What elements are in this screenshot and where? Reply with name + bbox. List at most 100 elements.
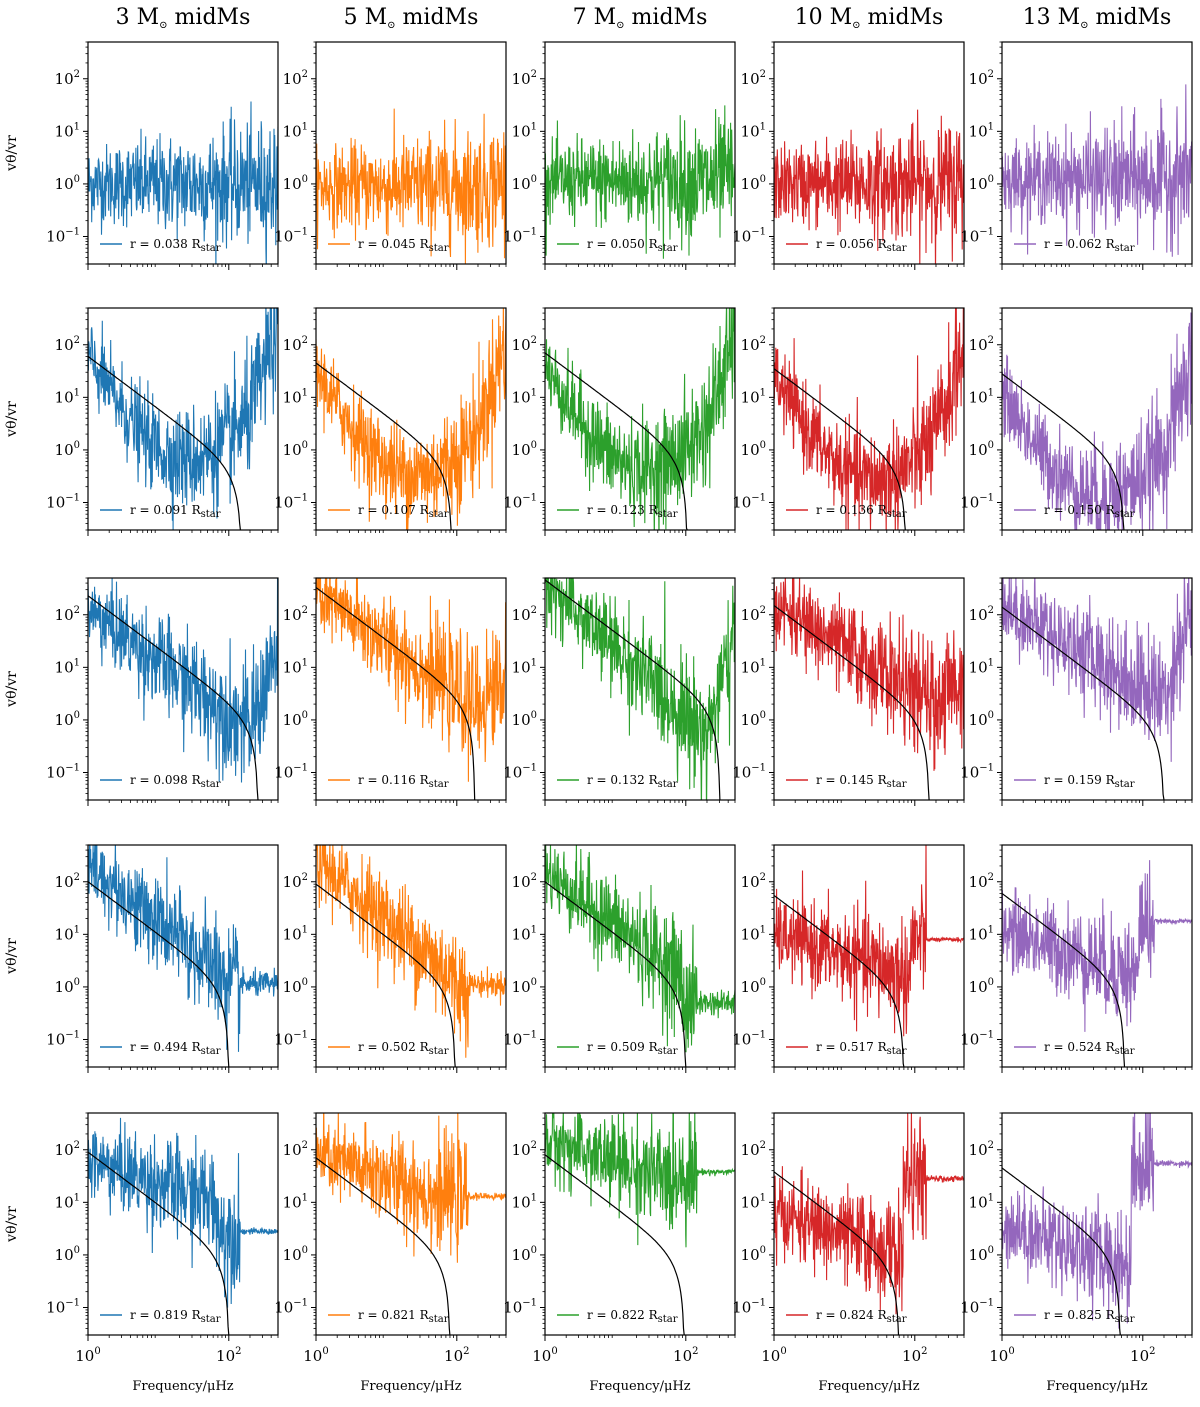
data-series-line — [88, 578, 278, 783]
panel-frame — [87, 577, 279, 801]
column-title: 7 M⊙ midMs — [573, 5, 708, 31]
y-tick-label: 10−1 — [732, 1030, 766, 1049]
panel: 102 101 100 10−1 100 102 r = 0.821 Rstar Freque… — [274, 1112, 507, 1394]
y-tick-label: 102 — [55, 335, 80, 354]
y-tick-label: 100 — [512, 1245, 537, 1264]
y-tick-label: 101 — [55, 387, 80, 406]
legend-label: r = 0.524 Rstar — [1044, 1040, 1135, 1057]
panel: 102 101 100 10−1 r = 0.056 Rstar — [732, 41, 965, 270]
y-tick-label: 102 — [55, 605, 80, 624]
panel: 102 101 100 10−1 r = 0.091 Rstar — [46, 307, 279, 536]
y-tick-label: 101 — [741, 121, 766, 140]
data-series-line — [316, 845, 506, 1058]
panel: 102 101 100 10−1 r = 0.050 Rstar — [503, 41, 736, 270]
y-tick-label: 10−1 — [960, 1298, 994, 1317]
y-tick-label: 102 — [741, 335, 766, 354]
legend-label: r = 0.825 Rstar — [1044, 1308, 1135, 1325]
y-tick-label: 102 — [969, 1140, 994, 1159]
y-tick-label: 102 — [283, 1140, 308, 1159]
data-series-line — [774, 1113, 964, 1315]
y-tick-label: 101 — [969, 1192, 994, 1211]
legend-label: r = 0.502 Rstar — [358, 1040, 449, 1057]
legend-label: r = 0.050 Rstar — [587, 237, 678, 254]
panel-frame — [544, 844, 736, 1068]
data-series-line — [1002, 1113, 1192, 1329]
panel: 102 101 100 10−1 r = 0.062 Rstar — [960, 41, 1193, 270]
data-series-line — [774, 308, 964, 530]
x-axis-label: Frequency/μHz — [132, 1379, 233, 1394]
panel: 102 101 100 10−1 100 102 r = 0.819 Rstar Freque… — [46, 1112, 279, 1394]
fit-curve — [316, 883, 456, 1067]
legend-label: r = 0.056 Rstar — [816, 237, 907, 254]
y-tick-label: 10−1 — [46, 1298, 80, 1317]
panel: 102 101 100 10−1 r = 0.517 Rstar — [732, 844, 965, 1073]
legend-label: r = 0.824 Rstar — [816, 1308, 907, 1325]
fit-curve — [88, 355, 242, 530]
y-tick-label: 101 — [512, 387, 537, 406]
y-tick-label: 102 — [283, 872, 308, 891]
y-tick-label: 10−1 — [960, 493, 994, 512]
panel: 102 101 100 10−1 r = 0.045 Rstar — [274, 41, 507, 270]
panel: 102 101 100 10−1 r = 0.145 Rstar — [732, 577, 965, 806]
legend-label: r = 0.821 Rstar — [358, 1308, 449, 1325]
panel-frame — [87, 41, 279, 265]
y-tick-label: 10−1 — [46, 227, 80, 246]
y-tick-label: 100 — [283, 710, 308, 729]
data-series-line — [545, 308, 735, 530]
y-tick-label: 10−1 — [732, 493, 766, 512]
panel-frame — [315, 41, 507, 265]
fit-curve — [545, 352, 688, 530]
y-tick-label: 10−1 — [274, 1030, 308, 1049]
y-tick-label: 100 — [512, 977, 537, 996]
y-tick-label: 100 — [969, 710, 994, 729]
y-tick-label: 101 — [55, 657, 80, 676]
y-tick-label: 101 — [55, 121, 80, 140]
y-tick-label: 101 — [741, 657, 766, 676]
panel-frame — [315, 1112, 507, 1336]
panel-frame — [1001, 844, 1193, 1068]
panel: 102 101 100 10−1 r = 0.123 Rstar — [503, 307, 736, 536]
y-tick-label: 102 — [512, 1140, 537, 1159]
panel-frame — [315, 577, 507, 801]
fit-curve — [774, 894, 905, 1067]
y-tick-label: 100 — [55, 710, 80, 729]
panel: 102 101 100 10−1 r = 0.502 Rstar — [274, 844, 507, 1073]
y-tick-label: 100 — [512, 174, 537, 193]
legend-label: r = 0.132 Rstar — [587, 773, 678, 790]
legend-label: r = 0.098 Rstar — [130, 773, 221, 790]
panel-frame — [87, 307, 279, 531]
x-tick-label: 100 — [761, 1346, 786, 1365]
data-series-line — [1002, 84, 1192, 257]
data-series-line — [545, 578, 735, 800]
fit-curve — [545, 881, 687, 1067]
y-tick-label: 102 — [741, 605, 766, 624]
panel: 102 101 100 10−1 r = 0.116 Rstar — [274, 577, 507, 806]
panel-frame — [315, 307, 507, 531]
legend-label: r = 0.145 Rstar — [816, 773, 907, 790]
panel-frame — [1001, 577, 1193, 801]
y-tick-label: 100 — [283, 977, 308, 996]
y-tick-label: 100 — [55, 174, 80, 193]
y-tick-label: 10−1 — [46, 763, 80, 782]
data-series-line — [316, 578, 506, 782]
y-axis-label: vθ/vr — [4, 938, 20, 975]
data-series-line — [545, 1113, 735, 1248]
y-tick-label: 101 — [283, 657, 308, 676]
legend-label: r = 0.107 Rstar — [358, 503, 449, 520]
panel-frame — [87, 1112, 279, 1336]
y-tick-label: 10−1 — [274, 763, 308, 782]
panel-frame — [773, 41, 965, 265]
column-title: 10 M⊙ midMs — [795, 5, 944, 31]
data-series-line — [1002, 578, 1192, 762]
y-tick-label: 102 — [969, 69, 994, 88]
x-tick-label: 100 — [75, 1346, 100, 1365]
y-tick-label: 101 — [512, 1192, 537, 1211]
fit-curve — [545, 1154, 685, 1335]
legend-label: r = 0.150 Rstar — [1044, 503, 1135, 520]
panel: 102 101 100 10−1 r = 0.136 Rstar — [732, 307, 965, 536]
panel: 102 101 100 10−1 100 102 r = 0.825 Rstar Freque… — [960, 1112, 1193, 1394]
x-tick-label: 100 — [989, 1346, 1014, 1365]
panel-frame — [773, 1112, 965, 1336]
y-tick-label: 102 — [741, 1140, 766, 1159]
